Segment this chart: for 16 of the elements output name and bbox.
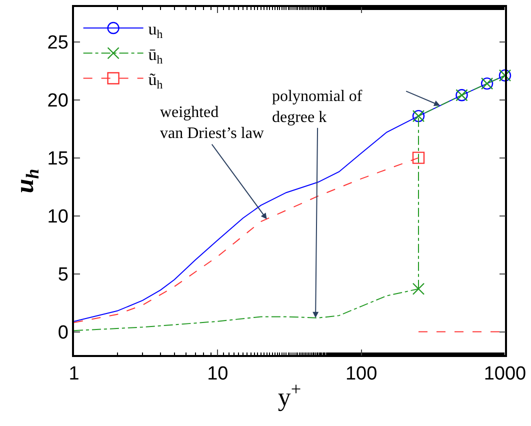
annotation: polynomial of degree k [272,88,363,126]
y-tick-label: 15 [47,148,68,170]
annotation: weighted van Driest’s law [160,104,264,142]
x-axis-title: y$^{+}$ [278,378,302,412]
x-tick-label: 1000 [484,364,526,385]
y-tick-label: 0 [58,322,68,344]
legend-label: u$_{h}$ [148,20,163,42]
x-tick-label: 1 [68,364,80,385]
y-tick-label: 5 [58,264,68,286]
x-tick-label: 10 [207,364,228,385]
x-tick-label: 100 [345,364,378,385]
y-tick-label: 20 [47,90,68,112]
legend-label: ũ$_{h}$ [148,70,163,92]
legend-label: ū$_{h}$ [148,44,163,66]
y-tick-label: 10 [47,206,68,228]
y-tick-label: 25 [47,32,68,54]
